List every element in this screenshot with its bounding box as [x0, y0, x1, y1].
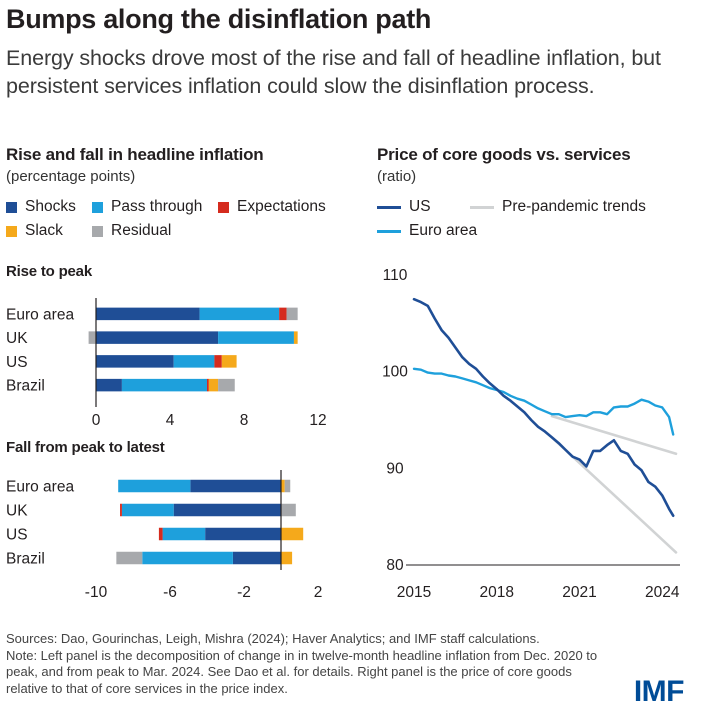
x-tick-label: -10	[85, 584, 108, 601]
line-pre-pandemic-trends	[550, 436, 678, 554]
bar-shocks	[173, 503, 281, 517]
bar-pass-through	[173, 355, 215, 368]
bar-expectations	[120, 503, 122, 517]
chart-title: Bumps along the disinflation path	[6, 4, 432, 34]
category-label: US	[6, 354, 28, 371]
category-label: Euro area	[6, 479, 74, 496]
bar-shocks	[96, 307, 200, 321]
bar-slack	[221, 355, 237, 368]
bar-shocks	[190, 479, 281, 493]
category-label: US	[6, 527, 28, 544]
category-label: UK	[6, 503, 28, 520]
imf-logo: IMF	[633, 675, 685, 708]
legend-label: Slack	[25, 222, 63, 239]
x-tick-label: 8	[240, 412, 249, 429]
y-tick-label: 90	[386, 460, 404, 477]
x-tick-label: -2	[237, 584, 251, 601]
x-tick-label: -6	[163, 584, 177, 601]
legend-label: US	[409, 198, 431, 215]
bar-slack	[281, 551, 293, 565]
legend-item-slack: Slack	[6, 222, 63, 240]
chart-subtitle: Energy shocks drove most of the rise and…	[6, 46, 661, 98]
legend-swatch-slack	[6, 225, 17, 237]
y-tick-label: 100	[382, 364, 408, 381]
category-label: Brazil	[6, 378, 45, 395]
x-tick-label: 2015	[397, 584, 431, 601]
bar-pass-through	[162, 527, 206, 541]
fall-section-title: Fall from peak to latest	[6, 439, 165, 456]
legend-item-euro-area: Euro area	[377, 222, 477, 240]
legend-label: Euro area	[409, 222, 478, 239]
legend-label: Residual	[111, 222, 172, 239]
bar-pass-through	[142, 551, 233, 565]
legend-swatch-pass-through	[92, 201, 103, 213]
legend-label: Expectations	[237, 198, 326, 215]
category-label: UK	[6, 330, 28, 347]
legend-item-pass-through: Pass through	[92, 198, 202, 216]
y-tick-label: 80	[386, 557, 404, 574]
x-tick-label: 2018	[479, 584, 513, 601]
bar-pass-through	[199, 307, 280, 321]
left-panel-subtitle: (percentage points)	[6, 168, 136, 185]
rise-section-title: Rise to peak	[6, 263, 92, 280]
category-label: Euro area	[6, 306, 74, 323]
x-tick-label: 2024	[645, 584, 680, 601]
right-panel-title: Price of core goods vs. services	[377, 145, 631, 164]
bar-slack	[208, 378, 219, 392]
line-euro-area	[412, 367, 675, 436]
bar-pass-through	[218, 331, 294, 344]
legend-label: Shocks	[25, 198, 76, 215]
bar-shocks	[96, 355, 174, 368]
bar-residual	[218, 378, 235, 392]
x-tick-label: 12	[309, 412, 326, 429]
right-panel-subtitle: (ratio)	[377, 168, 417, 185]
bar-residual	[88, 331, 96, 344]
bar-expectations	[214, 355, 222, 368]
legend-swatch-residual	[92, 225, 103, 237]
bar-pass-through	[121, 503, 174, 517]
legend-item-shocks: Shocks	[6, 198, 76, 216]
bar-slack	[293, 331, 298, 344]
left-panel-title: Rise and fall in headline inflation	[6, 145, 264, 164]
bar-expectations	[158, 527, 163, 541]
legend-swatch-shocks	[6, 201, 17, 213]
bar-slack	[281, 527, 304, 541]
legend-label: Pass through	[111, 198, 203, 215]
bar-pass-through	[121, 378, 207, 392]
legend-line-euro-area	[377, 229, 401, 233]
legend-swatch-expectations	[218, 201, 229, 213]
legend-line-pre-pandemic	[470, 205, 494, 209]
legend-item-residual: Residual	[92, 222, 171, 240]
line-pre-pandemic-trends	[550, 414, 678, 456]
bar-expectations	[207, 378, 209, 392]
bar-residual	[286, 307, 298, 321]
x-tick-label: 0	[92, 412, 101, 429]
legend-line-us	[377, 205, 401, 209]
bar-residual	[281, 503, 296, 517]
bar-shocks	[96, 331, 219, 344]
legend-item-us: US	[377, 198, 431, 216]
bar-pass-through	[118, 479, 191, 493]
x-tick-label: 2	[314, 584, 323, 601]
x-tick-label: 2021	[562, 584, 596, 601]
bar-shocks	[232, 551, 281, 565]
bar-residual	[116, 551, 143, 565]
legend-label: Pre-pandemic trends	[502, 198, 646, 215]
note-text: Note: Left panel is the decomposition of…	[6, 647, 598, 696]
legend-item-pre-pandemic: Pre-pandemic trends	[470, 198, 646, 216]
bar-residual	[284, 479, 291, 493]
footer-notes: Sources: Dao, Gourinchas, Leigh, Mishra …	[6, 631, 606, 697]
category-label: Brazil	[6, 551, 45, 568]
bar-slack	[281, 479, 285, 493]
bar-expectations	[279, 307, 287, 321]
x-tick-label: 4	[166, 412, 175, 429]
y-tick-label: 110	[383, 267, 408, 284]
legend-item-expectations: Expectations	[218, 198, 326, 216]
bar-shocks	[96, 378, 122, 392]
bar-shocks	[205, 527, 281, 541]
line-us	[412, 297, 675, 517]
sources-text: Sources: Dao, Gourinchas, Leigh, Mishra …	[6, 631, 540, 646]
